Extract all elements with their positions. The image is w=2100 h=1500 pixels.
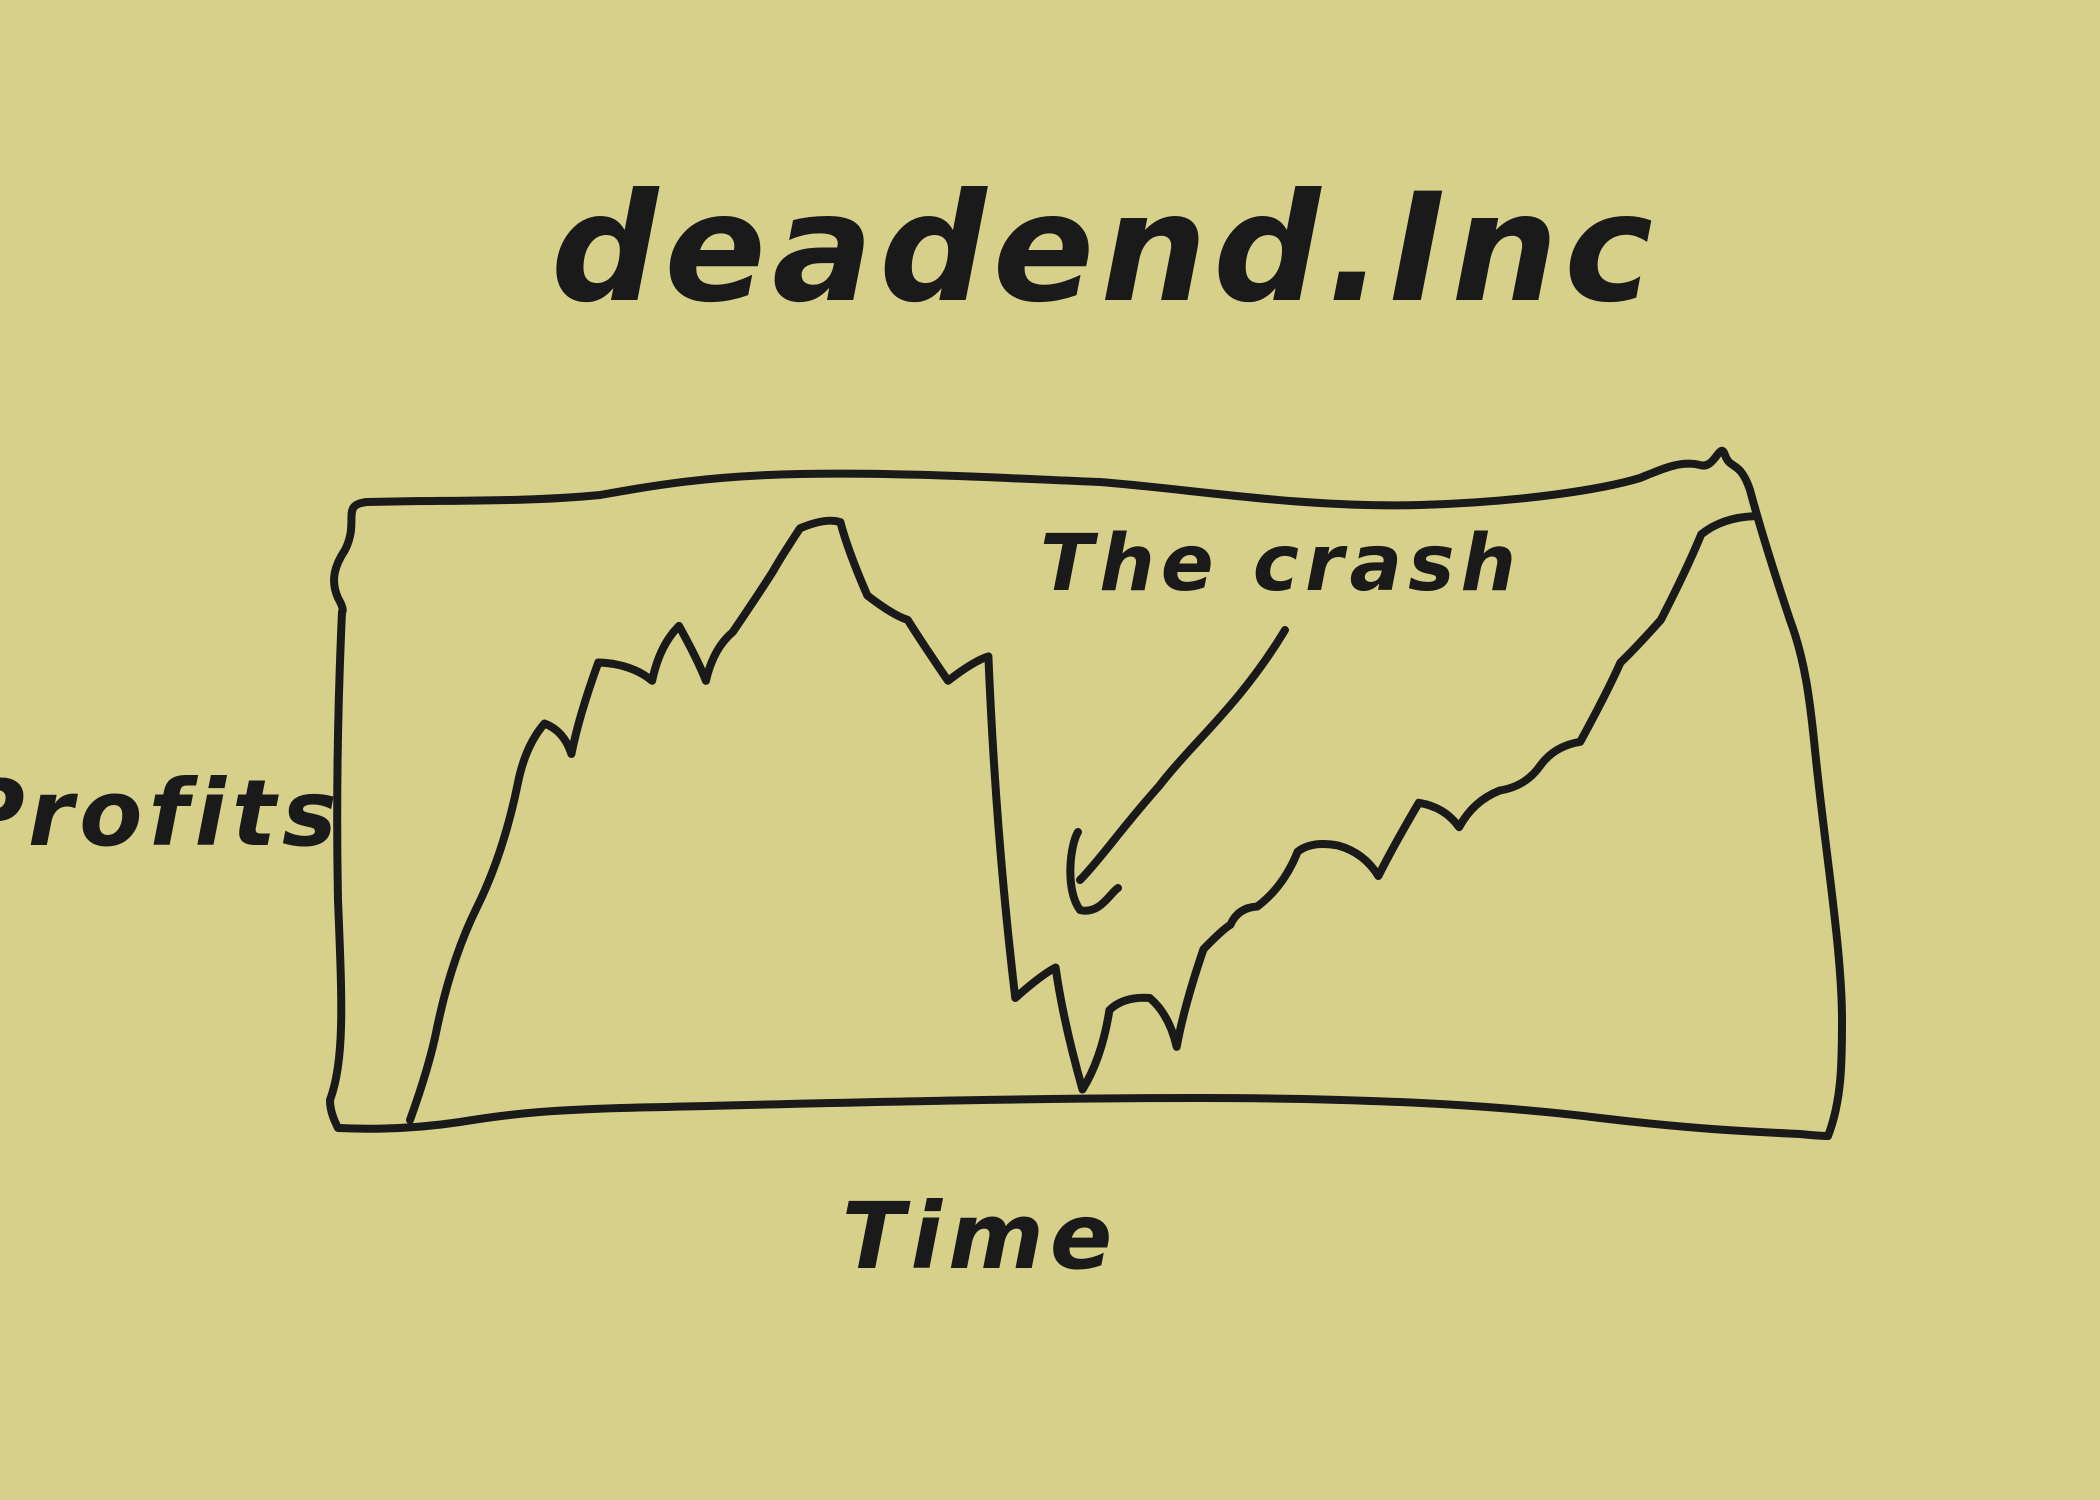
plot-frame [326, 446, 1846, 1140]
annotation-arrow-shaft [1076, 626, 1289, 884]
chart-title: deadend.Inc [551, 162, 1659, 336]
x-axis-label: Time [842, 1183, 1119, 1290]
series-line [406, 512, 1759, 1124]
y-axis-label: Profits [0, 760, 343, 867]
annotation-arrow-head [1066, 828, 1122, 915]
annotation-the-crash: The crash [1040, 519, 1522, 609]
